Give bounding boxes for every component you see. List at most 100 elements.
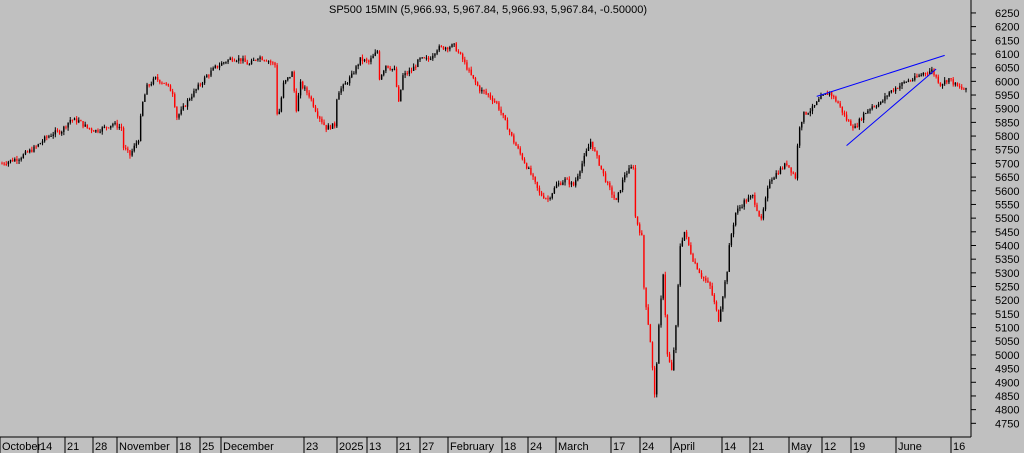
candle-body [737, 208, 739, 213]
y-tick-label: 4850 [995, 391, 1019, 403]
candle-body [314, 106, 317, 112]
candle-body [171, 91, 174, 95]
candle-body [636, 216, 639, 225]
candle-body [359, 57, 362, 65]
candle-body [696, 263, 698, 270]
candle-body [165, 83, 167, 85]
candle-body [871, 106, 873, 110]
candle-body [9, 159, 12, 162]
y-tick-label: 4950 [995, 364, 1019, 376]
candle-body [150, 84, 152, 86]
candle-body [634, 167, 637, 217]
candle-body [78, 120, 80, 123]
candle-body [457, 51, 460, 53]
candle-body [257, 58, 259, 61]
x-tick-label: 16 [953, 441, 965, 453]
candle-body [71, 119, 74, 121]
candle-body [325, 124, 327, 130]
candle-body [566, 178, 568, 180]
x-tick-label: 27 [422, 441, 434, 453]
candle-body [882, 100, 884, 102]
candle-body [451, 44, 453, 48]
x-tick-label: June [898, 441, 922, 453]
candle-body [299, 81, 302, 96]
candle-body [184, 105, 187, 107]
candle-body [227, 59, 229, 63]
candle-body [363, 59, 366, 62]
candle-body [830, 91, 833, 97]
candle-body [508, 129, 511, 133]
candle-body [479, 85, 481, 92]
candle-body [756, 204, 758, 211]
candle-body [549, 197, 551, 199]
x-tick-label: 12 [824, 441, 836, 453]
candle-body [845, 114, 848, 121]
x-tick-label: 21 [752, 441, 764, 453]
candle-body [20, 158, 22, 160]
candle-body [48, 136, 50, 138]
trendline [816, 54, 945, 97]
candle-body [97, 129, 99, 132]
candle-body [873, 106, 875, 108]
candle-body [93, 130, 95, 132]
y-tick-label: 6100 [995, 49, 1019, 61]
candle-body [515, 142, 517, 146]
candle-body [720, 309, 722, 322]
candle-body [498, 102, 500, 110]
y-tick-label: 6150 [995, 35, 1019, 47]
candle-body [197, 84, 199, 90]
candle-body [920, 74, 922, 76]
candle-body [562, 182, 564, 185]
candle-body [65, 126, 67, 128]
y-tick-label: 5200 [995, 295, 1019, 307]
candle-body [348, 77, 351, 84]
x-tick-label: 19 [853, 441, 865, 453]
candle-body [440, 46, 443, 48]
candle-body [596, 151, 598, 156]
candle-body [340, 88, 342, 93]
candle-body [579, 171, 581, 177]
candle-body [790, 167, 792, 173]
candle-body [890, 90, 893, 93]
candle-body [321, 118, 323, 123]
candle-body [193, 90, 195, 97]
candle-body [685, 231, 688, 238]
candle-body [500, 109, 502, 113]
candle-body [621, 179, 624, 190]
candle-body [252, 59, 255, 61]
candle-body [794, 173, 797, 179]
candle-body [679, 246, 681, 286]
candle-body [385, 65, 387, 71]
y-tick-label: 5900 [995, 104, 1019, 116]
candle-body [677, 285, 679, 326]
candle-body [513, 135, 515, 143]
candle-body [327, 125, 330, 130]
candle-body [120, 126, 123, 129]
y-tick-label: 5400 [995, 240, 1019, 252]
y-tick-label: 4900 [995, 377, 1019, 389]
candle-body [278, 111, 280, 115]
candle-body [142, 101, 144, 116]
x-tick-label: 18 [504, 441, 516, 453]
candle-body [361, 57, 364, 62]
candle-body [35, 146, 37, 148]
candle-body [884, 96, 886, 101]
candle-body [886, 95, 888, 97]
x-tick-label: 25 [202, 441, 214, 453]
candle-body [105, 126, 108, 128]
candle-body [214, 65, 216, 68]
candle-body [692, 253, 694, 262]
candle-body [666, 315, 669, 355]
candle-body [37, 144, 39, 147]
candles-group [1, 42, 967, 398]
candle-body [417, 59, 419, 67]
candle-body [250, 60, 253, 65]
candle-body [730, 234, 733, 246]
candle-body [916, 76, 918, 78]
candle-body [167, 83, 170, 86]
candle-body [534, 176, 536, 182]
candle-body [705, 278, 707, 281]
candle-body [835, 96, 837, 102]
candle-body [553, 187, 556, 194]
